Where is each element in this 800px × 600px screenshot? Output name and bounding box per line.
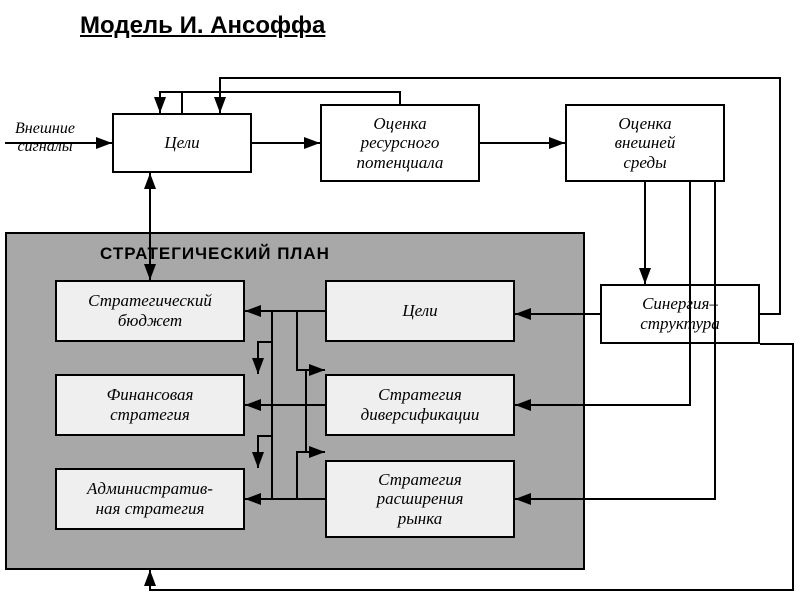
- node-goals: Цели: [112, 113, 252, 173]
- node-budget: Стратегический бюджет: [55, 280, 245, 342]
- node-goals2-label: Цели: [402, 301, 437, 321]
- node-finance-label: Финансовая стратегия: [107, 385, 194, 424]
- node-synergy-label: Синергия– структура: [640, 294, 720, 333]
- node-synergy: Синергия– структура: [600, 284, 760, 344]
- external-signals-label: Внешние сигналы: [5, 120, 85, 156]
- node-budget-label: Стратегический бюджет: [88, 291, 212, 330]
- page-title: Модель И. Ансоффа: [80, 12, 325, 40]
- node-expand: Стратегия расширения рынка: [325, 460, 515, 538]
- node-admin-label: Административ- ная стратегия: [87, 479, 213, 518]
- node-finance: Финансовая стратегия: [55, 374, 245, 436]
- node-goals2: Цели: [325, 280, 515, 342]
- node-admin: Административ- ная стратегия: [55, 468, 245, 530]
- node-divers: Стратегия диверсификации: [325, 374, 515, 436]
- node-env: Оценка внешней среды: [565, 104, 725, 182]
- strategic-plan-title: СТРАТЕГИЧЕСКИЙ ПЛАН: [100, 244, 330, 264]
- node-resource-label: Оценка ресурсного потенциала: [357, 114, 444, 173]
- node-resource: Оценка ресурсного потенциала: [320, 104, 480, 182]
- node-env-label: Оценка внешней среды: [615, 114, 676, 173]
- node-divers-label: Стратегия диверсификации: [361, 385, 480, 424]
- diagram-stage: Модель И. Ансоффа Внешние сигналы СТРАТЕ…: [0, 0, 800, 600]
- node-goals-label: Цели: [164, 133, 199, 153]
- node-expand-label: Стратегия расширения рынка: [377, 470, 464, 529]
